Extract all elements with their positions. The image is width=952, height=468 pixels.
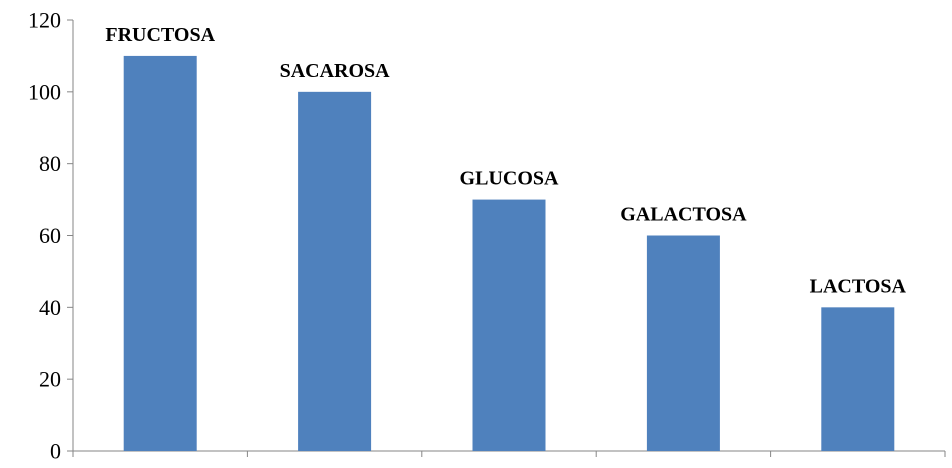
y-tick-label: 100 — [28, 79, 61, 104]
y-tick-label: 60 — [39, 223, 61, 248]
bar-glucosa — [472, 199, 546, 451]
y-axis: 0 20 40 60 80 100 120 — [28, 8, 74, 464]
x-ticks — [72, 451, 946, 457]
y-ticks: 0 20 40 60 80 100 120 — [28, 8, 73, 464]
y-tick-label: 120 — [28, 8, 61, 33]
bar-galactosa — [646, 235, 720, 451]
bars — [123, 55, 895, 452]
x-axis — [72, 450, 946, 457]
y-tick-label: 0 — [50, 439, 61, 464]
bar-label-fructosa: FRUCTOSA — [105, 24, 215, 46]
bar-label-galactosa: GALACTOSA — [620, 204, 747, 226]
y-tick-label: 20 — [39, 367, 61, 392]
bar-labels: FRUCTOSA SACAROSA GLUCOSA GALACTOSA LACTOSA — [105, 24, 906, 297]
bar-lactosa — [821, 307, 895, 451]
bar-label-lactosa: LACTOSA — [810, 275, 907, 297]
y-tick-label: 80 — [39, 151, 61, 176]
bar-label-sacarosa: SACAROSA — [280, 60, 391, 82]
y-tick-label: 40 — [39, 295, 61, 320]
bar-sacarosa — [298, 91, 372, 451]
bar-label-glucosa: GLUCOSA — [460, 168, 559, 190]
bar-fructosa — [123, 55, 197, 452]
